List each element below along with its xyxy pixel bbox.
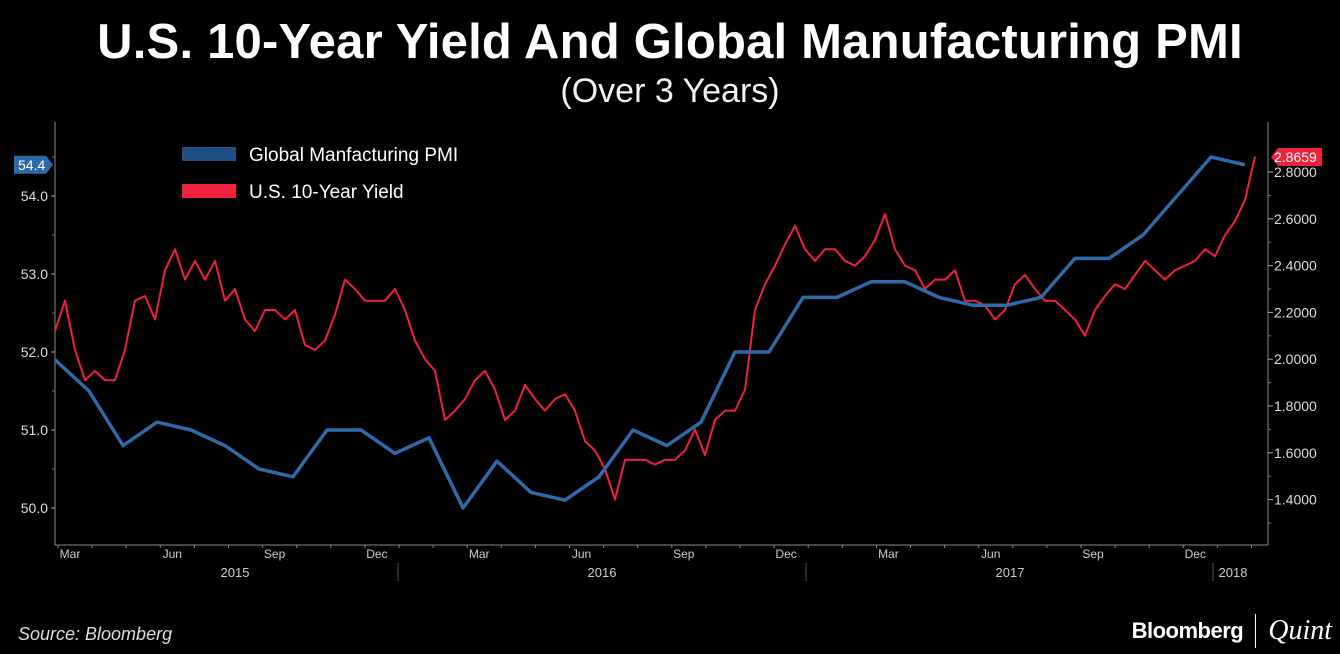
x-year-label: 2018 — [1219, 565, 1248, 580]
source-note: Source: Bloomberg — [18, 624, 173, 644]
right-tick-label: 1.4000 — [1274, 492, 1317, 508]
x-tick-label: Sep — [673, 547, 695, 561]
x-tick-label: Jun — [572, 547, 591, 561]
right-tick-label: 1.6000 — [1274, 445, 1317, 461]
x-tick-label: Dec — [775, 547, 796, 561]
x-tick-label: Mar — [878, 547, 899, 561]
brand-bloomberg: Bloomberg — [1131, 618, 1244, 643]
brand-logo: Bloomberg Quint — [1132, 614, 1332, 648]
x-tick-label: Mar — [469, 547, 490, 561]
chart-title: U.S. 10-Year Yield And Global Manufactur… — [97, 15, 1243, 69]
x-year-label: 2017 — [996, 565, 1025, 580]
left-tick-label: 51.0 — [21, 422, 48, 438]
x-year-label: 2015 — [221, 565, 250, 580]
x-tick-label: Sep — [264, 547, 286, 561]
legend-label-yield: U.S. 10-Year Yield — [249, 182, 404, 203]
pmi-line — [53, 155, 1246, 510]
brand-divider — [1255, 614, 1257, 648]
pmi-last-value-badge — [14, 155, 53, 174]
right-tick-label: 2.0000 — [1274, 351, 1317, 367]
legend: Global Manfacturing PMI U.S. 10-Year Yie… — [182, 145, 458, 203]
right-tick-label: 1.8000 — [1274, 398, 1317, 414]
left-tick-label: 52.0 — [21, 344, 48, 360]
legend-swatch-pmi — [182, 147, 236, 161]
x-tick-label: Mar — [60, 547, 81, 561]
yield-last-value-badge — [1271, 148, 1322, 166]
legend-label-pmi: Global Manfacturing PMI — [249, 145, 458, 166]
yield-line — [54, 156, 1256, 501]
left-tick-label: 54.0 — [21, 188, 48, 204]
yield-last-value: 2.8659 — [1274, 149, 1317, 165]
brand-quint: Quint — [1268, 615, 1332, 646]
right-tick-label: 2.2000 — [1274, 304, 1317, 320]
left-tick-label: 50.0 — [21, 500, 48, 516]
right-tick-label: 2.6000 — [1274, 211, 1317, 227]
x-tick-label: Jun — [163, 547, 182, 561]
legend-swatch-yield — [182, 184, 236, 198]
x-tick-label: Sep — [1082, 547, 1104, 561]
x-year-label: 2016 — [588, 565, 617, 580]
x-tick-label: Dec — [366, 547, 387, 561]
right-tick-label: 2.4000 — [1274, 258, 1317, 274]
chart-subtitle: (Over 3 Years) — [560, 72, 780, 110]
right-tick-label: 2.8000 — [1274, 164, 1317, 180]
pmi-last-value: 54.4 — [18, 157, 45, 173]
x-tick-label: Jun — [981, 547, 1000, 561]
left-tick-label: 53.0 — [21, 266, 48, 282]
x-tick-label: Dec — [1185, 547, 1206, 561]
